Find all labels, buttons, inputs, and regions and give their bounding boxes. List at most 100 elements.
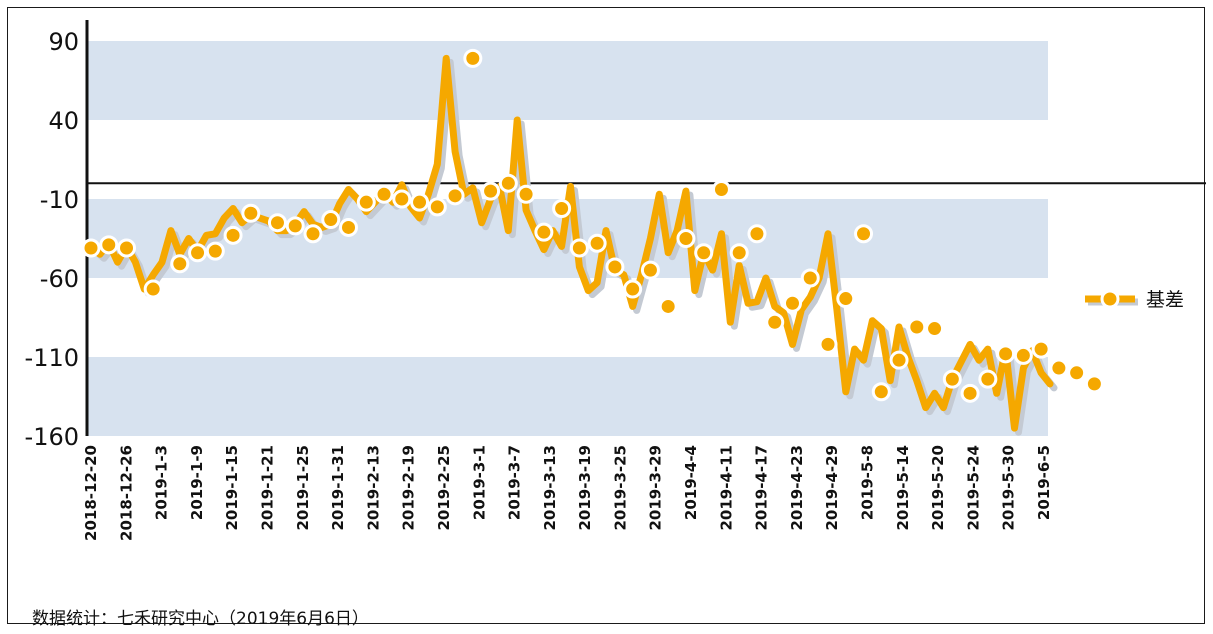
legend-swatch-marker — [1100, 289, 1120, 309]
grid-band — [87, 357, 1048, 436]
data-point — [445, 186, 465, 206]
x-tick-label: 2019-4-17 — [753, 445, 771, 531]
data-point — [800, 268, 820, 288]
data-point — [569, 238, 589, 258]
data-point — [188, 243, 208, 263]
data-point — [605, 257, 625, 277]
x-tick-label: 2019-1-9 — [188, 445, 206, 520]
data-point — [694, 243, 714, 263]
data-point — [1084, 374, 1104, 394]
data-point — [498, 173, 518, 193]
data-point — [747, 224, 767, 244]
data-point — [942, 369, 962, 389]
data-point — [481, 181, 501, 201]
data-point — [623, 279, 643, 299]
data-point — [303, 224, 323, 244]
data-point — [907, 317, 927, 337]
x-tick-label: 2019-3-1 — [470, 445, 488, 520]
x-tick-label: 2019-1-25 — [294, 445, 312, 531]
data-point — [170, 254, 190, 274]
data-point — [241, 203, 261, 223]
data-point — [711, 180, 731, 200]
data-point — [285, 216, 305, 236]
x-tick-label: 2019-1-21 — [258, 445, 276, 531]
data-point — [552, 198, 572, 218]
x-tick-label: 2019-6-5 — [1035, 445, 1053, 520]
x-tick-label: 2018-12-20 — [82, 445, 100, 541]
x-tick-label: 2019-3-19 — [576, 445, 594, 531]
x-tick-label: 2019-4-29 — [823, 445, 841, 531]
x-tick-label: 2019-3-25 — [611, 445, 629, 531]
data-point — [374, 184, 394, 204]
data-point — [960, 383, 980, 403]
grid-band — [87, 41, 1048, 120]
x-tick-label: 2019-5-20 — [929, 445, 947, 531]
data-point — [818, 334, 838, 354]
data-point — [854, 224, 874, 244]
data-point — [339, 217, 359, 237]
axes — [85, 20, 1206, 436]
data-point — [223, 225, 243, 245]
data-point — [765, 312, 785, 332]
data-point — [143, 279, 163, 299]
series-group — [81, 48, 1104, 436]
data-point — [321, 210, 341, 230]
data-point — [640, 260, 660, 280]
x-tick-label: 2019-4-11 — [717, 445, 735, 531]
data-point — [836, 289, 856, 309]
x-tick-label: 2019-2-19 — [400, 445, 418, 531]
data-point — [782, 293, 802, 313]
data-point — [267, 213, 287, 233]
x-tick-label: 2019-3-7 — [506, 445, 524, 520]
data-point — [889, 350, 909, 370]
data-point — [410, 192, 430, 212]
x-axis-ticks: 2018-12-20 2018-12-26 2019-1-3 2019-1-9 2019… — [82, 445, 1053, 541]
y-axis-ticks: 90 40 -10 -60 -110 -160 — [25, 28, 79, 451]
y-tick-label: 90 — [48, 28, 79, 56]
x-tick-label: 2019-4-23 — [788, 445, 806, 531]
data-point — [356, 192, 376, 212]
data-point — [1031, 339, 1051, 359]
data-point — [676, 229, 696, 248]
legend-label: 基差 — [1146, 289, 1184, 311]
x-tick-label: 2019-1-15 — [223, 445, 241, 531]
x-tick-label: 2019-5-14 — [894, 445, 912, 531]
data-point — [658, 296, 678, 316]
data-point — [1013, 345, 1033, 365]
data-point — [996, 344, 1016, 364]
data-point — [978, 369, 998, 389]
data-point — [463, 48, 483, 68]
data-point — [871, 382, 891, 402]
data-point — [81, 238, 101, 258]
data-point — [1049, 358, 1069, 378]
source-note: 数据统计：七禾研究中心（2019年6月6日） — [32, 609, 369, 629]
y-tick-label: -60 — [40, 265, 79, 293]
data-point — [516, 184, 536, 204]
x-tick-label: 2019-4-4 — [682, 445, 700, 520]
x-tick-label: 2018-12-26 — [117, 445, 135, 541]
chart-frame: 90 40 -10 -60 -110 -160 2018-12-20 2018-12-26 2… — [7, 7, 1206, 629]
y-tick-label: 40 — [48, 107, 79, 135]
x-tick-label: 2019-5-30 — [1000, 445, 1018, 531]
y-tick-label: -160 — [25, 423, 79, 451]
data-point — [1067, 363, 1087, 383]
x-tick-label: 2019-1-31 — [329, 445, 347, 531]
y-tick-label: -110 — [25, 344, 79, 372]
x-tick-label: 2019-3-29 — [647, 445, 665, 531]
data-point — [205, 241, 225, 261]
legend: 基差 — [1085, 289, 1184, 311]
x-tick-label: 2019-2-25 — [435, 445, 453, 531]
x-tick-label: 2019-1-3 — [153, 445, 171, 520]
data-point — [392, 189, 412, 209]
data-point — [925, 319, 945, 339]
data-point — [117, 238, 137, 258]
x-tick-label: 2019-3-13 — [541, 445, 559, 531]
data-point — [99, 235, 119, 255]
y-tick-label: -10 — [40, 186, 79, 214]
data-point — [587, 233, 607, 253]
x-tick-label: 2019-5-8 — [859, 445, 877, 520]
data-point — [427, 197, 447, 217]
x-tick-label: 2019-5-24 — [964, 445, 982, 531]
data-point — [729, 243, 749, 263]
